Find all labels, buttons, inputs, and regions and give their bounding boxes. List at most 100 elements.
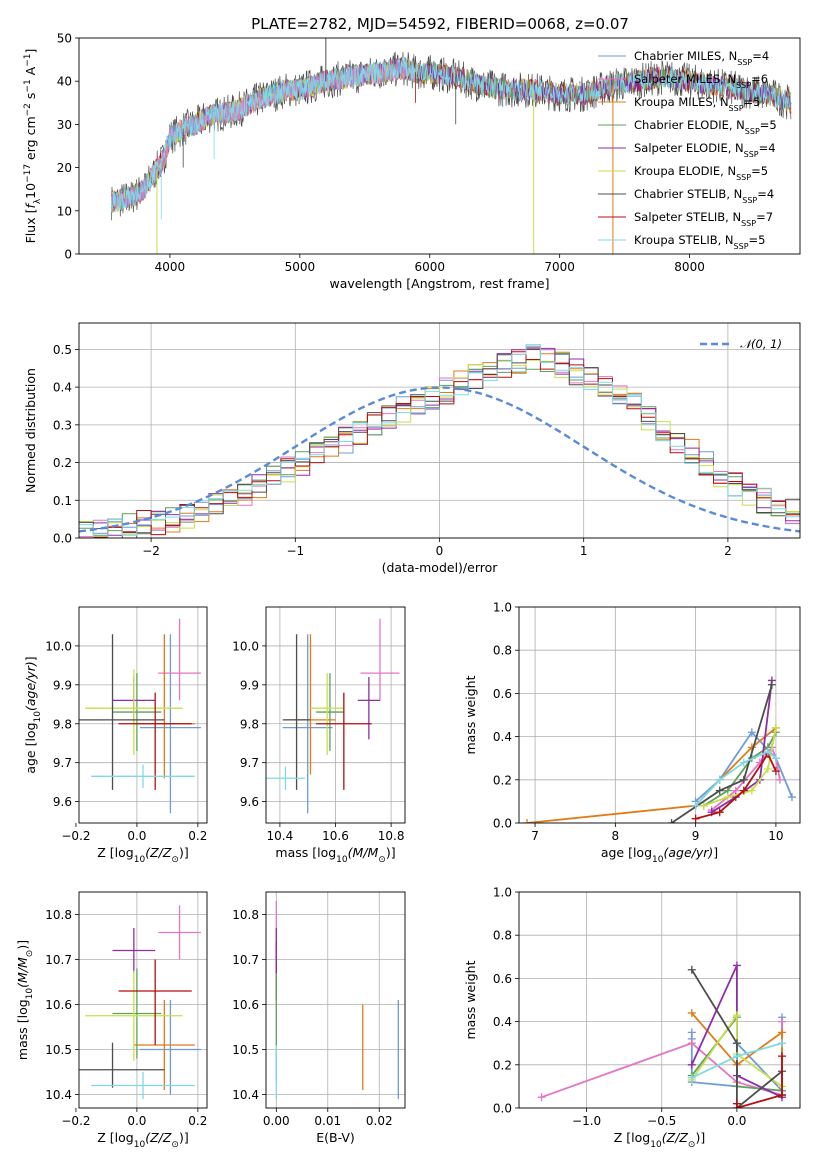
x-axis-label: age [log10(age/yr)] [601,845,718,865]
y-axis-label: Normed distribution [23,368,38,493]
axes-frame [78,322,801,539]
mass-weight-marker [777,1028,786,1037]
x-tick-label: 0.2 [188,829,207,843]
y-tick-label: 0.0 [53,532,72,546]
y-tick-label: 10.8 [45,908,72,922]
spectrum-line [111,57,417,213]
axes: −2 −1 0 1 2 0.0 0.1 0.2 0.3 0.4 0.5 (data-model)/er… [23,322,801,575]
gaussian-curve [79,386,800,533]
x-tick-label: 10.6 [322,829,349,843]
y-tick-label: 0.6 [493,972,512,986]
y-tick-label: 9.7 [53,756,72,770]
mass-weight-marker [732,961,741,970]
legend-entry: Kroupa STELIB, NSSP=5 [634,233,765,251]
x-tick-label: −0.5 [647,1114,676,1128]
legend-entry: Salpeter ELODIE, NSSP=4 [634,141,776,159]
legend-entry: Salpeter STELIB, NSSP=7 [634,210,773,228]
mass-weight-marker [771,754,780,763]
legend-entry: Kroupa MILES, NSSP=5 [634,95,760,113]
axes: −1.0 −0.5 0.0 0.0 0.2 0.4 0.6 0.8 1.0 Z [log10(Z/… [463,886,801,1150]
x-tick-label: 0.0 [727,1114,746,1128]
plot-area [266,892,405,1108]
y-tick-label: 30 [57,118,72,132]
mass-weight-marker [739,758,748,767]
legend-entry: Chabrier ELODIE, NSSP=5 [634,118,777,136]
x-tick-label: 0.0 [127,829,146,843]
mass-weight-marker [687,965,696,974]
x-tick-label: 0 [436,544,444,558]
y-tick-label: 9.6 [240,795,259,809]
y-tick-label: 10.7 [232,953,259,967]
x-tick-label: −1 [286,544,304,558]
mass-weight-marker [767,680,776,689]
mass-weight-marker [775,775,784,784]
y-tick-label: 1.0 [493,601,512,615]
x-tick-label: 7000 [544,260,575,274]
y-tick-label: 10.8 [232,908,259,922]
y-tick-label: 10.7 [45,953,72,967]
mass-weight-marker [732,1052,741,1061]
x-tick-label: 2 [724,544,732,558]
y-tick-label: 10.5 [232,1043,259,1057]
plot-area [266,607,405,823]
x-tick-label: 0.01 [314,1114,341,1128]
x-axis-label: mass [log10(M/M⊙)] [275,845,395,865]
y-axis-label: mass weight [463,960,478,1039]
figure-title: PLATE=2782, MJD=54592, FIBERID=0068, z=0… [251,15,629,33]
axes-frame [518,606,801,824]
mass-weight-line [691,969,783,1108]
axes: −0.2 0.0 0.2 10.4 10.5 10.6 10.7 10.8 Z [log10(Z… [15,891,208,1150]
x-axis-label: Z [log10(Z/Z⊙)] [614,1130,705,1150]
x-tick-label: 10.4 [267,829,294,843]
y-tick-label: 20 [57,161,72,175]
x-tick-label: −0.2 [61,1114,90,1128]
y-tick-label: 10.0 [232,639,259,653]
y-tick-label: 9.7 [240,756,259,770]
y-tick-label: 10.6 [45,998,72,1012]
y-tick-label: 0.2 [493,773,512,787]
plot-area [79,323,800,538]
axes-frame [78,606,208,824]
y-tick-label: 9.9 [53,678,72,692]
mass-weight-marker [715,786,724,795]
axes: −0.2 0.0 0.2 9.6 9.7 9.8 9.9 10.0 Z [log10(Z/Z⊙)… [23,606,208,865]
y-axis-label: mass weight [463,675,478,754]
plot-area [519,607,800,823]
mass-vs-metallicity-panel: −0.2 0.0 0.2 10.4 10.5 10.6 10.7 10.8 Z [log10(Z… [15,891,208,1150]
mass-weight-marker [771,767,780,776]
mass-weight-marker [687,1060,696,1069]
histogram-step [79,347,800,538]
y-tick-label: 9.6 [53,795,72,809]
x-axis-label: wavelength [Angstrom, rest frame] [329,276,549,291]
y-tick-label: 0.0 [493,1102,512,1116]
axes: 4000 5000 6000 7000 8000 0 10 20 30 40 50 wavelengt… [23,32,801,291]
x-tick-label: 0.0 [127,1114,146,1128]
y-tick-label: 0 [64,248,72,262]
mass-weight-marker [763,747,772,756]
mass-weight-marker [691,814,700,823]
mass-weight-marker [747,786,756,795]
age-vs-metallicity-panel: −0.2 0.0 0.2 9.6 9.7 9.8 9.9 10.0 Z [log10(Z/Z⊙)… [23,606,208,865]
axes-frame [265,891,406,1109]
y-tick-label: 50 [57,32,72,46]
y-tick-label: 0.4 [493,730,512,744]
mass-weight-line [711,745,781,811]
legend-entry: 𝒩(0, 1) [740,337,782,351]
mass-weight-marker [777,1052,786,1061]
x-tick-label: 10.8 [378,829,405,843]
x-tick-label: 8000 [674,260,705,274]
y-tick-label: 10.5 [45,1043,72,1057]
y-tick-label: 0.4 [53,381,72,395]
y-tick-label: 10.4 [232,1088,259,1102]
age-vs-mass-panel: 10.4 10.6 10.8 9.6 9.7 9.8 9.9 10.0 mass [log10(… [232,606,406,865]
axes-frame [78,891,208,1109]
x-tick-label: 9 [692,829,700,843]
mass-weight-vs-age-panel: 7 8 9 10 0.0 0.2 0.4 0.6 0.8 1.0 age [log10(age/yr… [463,601,801,865]
x-tick-label: 7 [531,829,539,843]
mass-weight-marker [777,1017,786,1026]
mass-weight-marker [732,1104,741,1108]
y-tick-label: 0.0 [493,817,512,831]
x-tick-label: −0.2 [61,829,90,843]
y-tick-label: 9.9 [240,678,259,692]
